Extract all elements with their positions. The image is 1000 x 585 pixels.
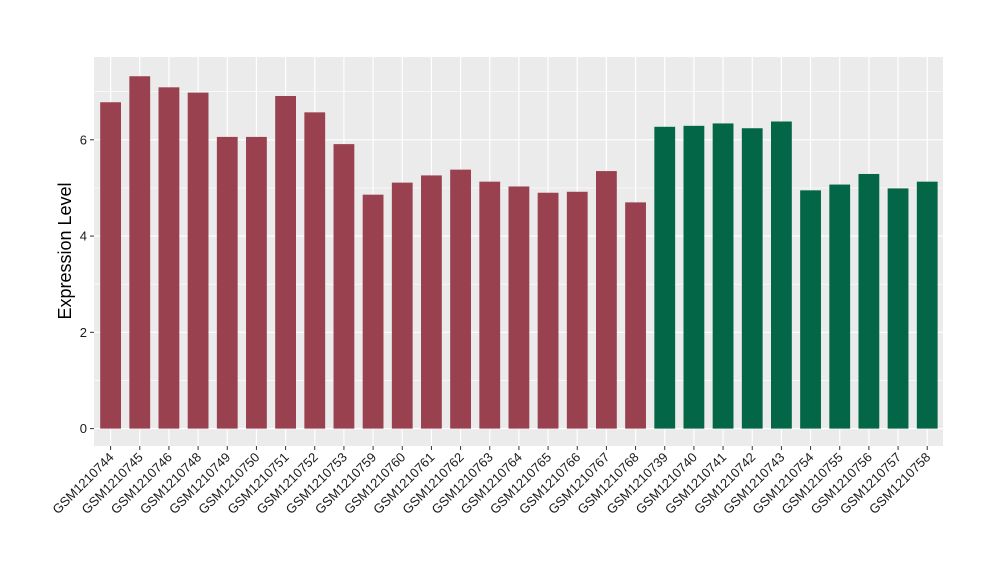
bar-GSM1210761 <box>421 175 442 429</box>
bar-GSM1210760 <box>391 182 413 429</box>
bar-GSM1210739 <box>654 126 676 429</box>
bar-GSM1210765 <box>537 192 559 429</box>
bar-GSM1210743 <box>771 121 792 429</box>
bar-GSM1210741 <box>712 123 734 429</box>
bar-GSM1210740 <box>683 125 705 429</box>
bar-GSM1210757 <box>887 188 909 429</box>
bar-GSM1210756 <box>858 173 880 429</box>
bar-GSM1210749 <box>216 136 238 429</box>
bar-GSM1210768 <box>625 202 646 429</box>
bar-GSM1210763 <box>479 181 501 429</box>
bar-GSM1210752 <box>304 112 326 429</box>
bar-GSM1210751 <box>275 95 296 429</box>
y-tick-label: 4 <box>80 229 87 244</box>
bar-GSM1210754 <box>800 190 821 429</box>
bar-GSM1210744 <box>100 102 121 429</box>
bar-GSM1210764 <box>508 186 530 429</box>
bar-GSM1210748 <box>187 92 209 429</box>
bar-GSM1210766 <box>566 191 588 429</box>
y-axis-title: Expression Level <box>55 182 75 319</box>
bar-GSM1210750 <box>246 136 267 429</box>
bar-GSM1210758 <box>916 181 938 429</box>
y-tick-label: 0 <box>80 421 87 436</box>
bar-GSM1210746 <box>158 87 180 429</box>
bar-GSM1210753 <box>333 144 355 429</box>
y-tick-label: 6 <box>80 132 87 147</box>
bar-GSM1210762 <box>450 169 471 429</box>
bar-GSM1210759 <box>362 194 384 429</box>
bars <box>100 76 938 429</box>
bar-GSM1210755 <box>829 184 851 429</box>
bar-GSM1210742 <box>741 128 763 429</box>
y-tick-label: 2 <box>80 325 87 340</box>
bar-GSM1210767 <box>596 171 617 429</box>
bar-GSM1210745 <box>129 76 151 429</box>
